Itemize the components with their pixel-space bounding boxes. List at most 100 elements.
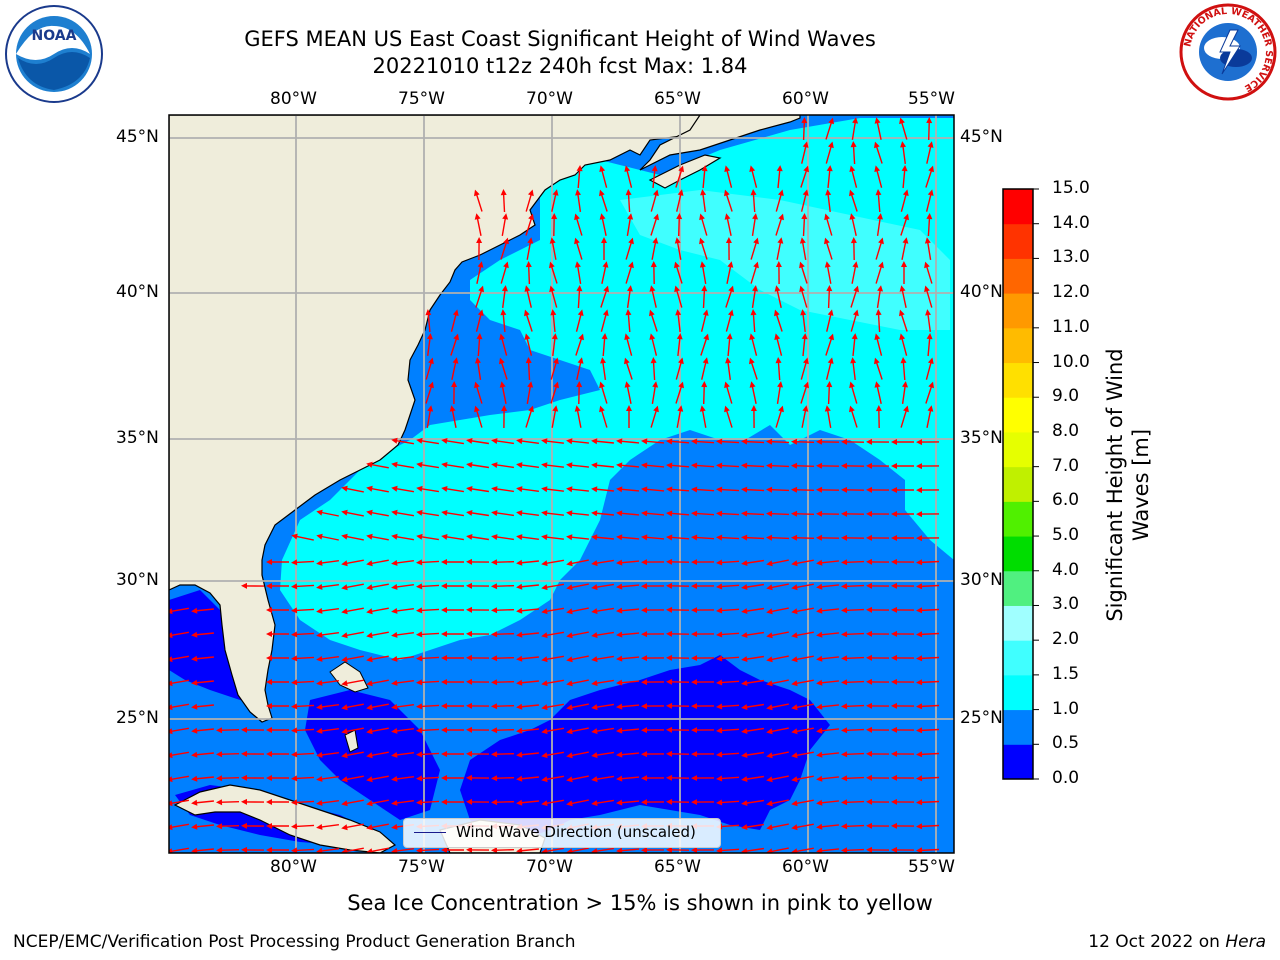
wave-direction-arrow <box>475 192 483 212</box>
wave-direction-arrow <box>843 848 865 852</box>
wave-direction-arrow <box>769 751 789 757</box>
wave-direction-arrow <box>500 264 508 284</box>
wave-direction-arrow <box>825 360 833 380</box>
wave-direction-arrow <box>593 751 615 757</box>
wave-direction-arrow <box>852 336 856 356</box>
wave-direction-arrow <box>718 584 740 588</box>
wave-direction-arrow <box>493 729 515 731</box>
wave-direction-arrow <box>569 703 589 709</box>
wave-direction-arrowhead <box>391 800 398 806</box>
wave-direction-arrowhead <box>641 510 648 517</box>
wave-direction-arrow <box>718 704 740 708</box>
wave-direction-arrowhead <box>841 799 848 806</box>
wave-direction-arrow <box>169 703 190 709</box>
wave-direction-arrowhead <box>916 679 923 686</box>
wave-direction-arrow <box>543 703 565 709</box>
wave-direction-arrowhead <box>616 727 623 734</box>
wave-direction-arrowhead <box>391 776 398 782</box>
wave-direction-arrowhead <box>491 607 498 614</box>
wave-direction-arrowhead <box>516 607 523 614</box>
wave-direction-arrow <box>344 631 364 637</box>
lat-tick-left: 25°N <box>116 708 159 728</box>
wave-direction-arrowhead <box>878 261 884 269</box>
wave-direction-arrowhead <box>341 509 348 516</box>
wave-direction-arrow <box>519 512 539 516</box>
wave-direction-arrowhead <box>391 533 398 540</box>
wave-direction-arrowhead <box>191 631 198 638</box>
wave-direction-arrow <box>703 383 705 405</box>
wave-direction-arrow <box>851 264 857 284</box>
wave-direction-arrowhead <box>925 309 931 316</box>
wave-direction-arrowhead <box>566 486 573 493</box>
wave-direction-arrowhead <box>216 799 223 806</box>
wave-direction-arrow <box>776 383 782 405</box>
colorbar-tick-label: 2.0 <box>1052 629 1080 650</box>
wave-direction-arrowhead <box>726 333 733 340</box>
wave-direction-arrowhead <box>516 510 523 517</box>
wave-direction-arrow <box>743 727 765 733</box>
colorbar <box>1002 188 1039 780</box>
wave-direction-arrow <box>775 312 783 332</box>
wave-direction-arrowhead <box>828 117 834 125</box>
wave-direction-arrow <box>768 488 790 492</box>
wave-direction-arrowhead <box>891 463 897 469</box>
wave-direction-arrow <box>676 240 682 260</box>
wave-direction-arrowhead <box>491 559 498 566</box>
wave-direction-arrowhead <box>741 728 748 734</box>
wave-direction-arrow <box>468 439 490 445</box>
wave-direction-arrow <box>369 751 389 757</box>
wave-direction-arrow <box>877 311 881 333</box>
wave-direction-arrowhead <box>366 656 373 663</box>
wave-direction-arrowhead <box>591 584 598 591</box>
wave-direction-arrowhead <box>777 381 783 388</box>
wave-direction-arrowhead <box>616 486 623 493</box>
wave-direction-arrow <box>450 312 458 332</box>
wave-direction-arrow <box>426 407 432 429</box>
wave-direction-arrowhead <box>516 462 523 469</box>
wave-direction-arrowhead <box>466 630 472 637</box>
wave-direction-arrowhead <box>266 655 272 661</box>
lon-tick-bottom: 55°W <box>908 857 955 877</box>
wave-direction-arrowhead <box>666 462 673 469</box>
wave-direction-arrowhead <box>791 848 798 853</box>
wave-direction-arrow <box>418 632 440 636</box>
wave-direction-arrow <box>344 535 364 541</box>
wave-direction-arrow <box>502 311 506 333</box>
wave-direction-arrowhead <box>191 703 198 710</box>
wave-direction-arrow <box>369 679 389 685</box>
wave-direction-arrow <box>293 560 315 564</box>
wave-direction-arrow <box>718 800 740 804</box>
wave-direction-arrowhead <box>591 776 598 783</box>
wave-direction-arrowhead <box>653 405 659 413</box>
wave-direction-arrowhead <box>566 752 573 759</box>
colorbar-bin <box>1003 640 1033 676</box>
colorbar-bin <box>1003 293 1033 329</box>
wave-direction-arrowhead <box>866 630 872 637</box>
wave-direction-arrowhead <box>241 846 247 853</box>
wave-direction-arrowhead <box>391 461 398 468</box>
wave-direction-arrowhead <box>766 608 773 615</box>
wave-direction-arrowhead <box>691 847 697 853</box>
wave-direction-arrow <box>794 799 814 805</box>
wave-direction-arrowhead <box>541 438 548 445</box>
wave-direction-arrow <box>369 559 389 565</box>
wave-direction-arrowhead <box>574 237 580 245</box>
wave-direction-arrowhead <box>341 728 348 735</box>
wave-direction-arrowhead <box>916 463 922 470</box>
wave-direction-arrowhead <box>701 285 708 292</box>
wave-direction-arrow <box>827 168 831 188</box>
wave-direction-arrow <box>218 849 240 851</box>
wave-direction-arrowhead <box>466 438 473 444</box>
wave-direction-arrow <box>750 240 758 260</box>
wave-direction-arrowhead <box>776 165 783 172</box>
wave-direction-arrow <box>394 848 414 852</box>
wave-direction-arrowhead <box>724 165 731 172</box>
wave-direction-arrowhead <box>599 405 605 413</box>
wave-height-region-1-1p5-south <box>290 540 450 640</box>
wave-direction-arrowhead <box>291 799 298 806</box>
sea-ice-note: Sea Ice Concentration > 15% is shown in … <box>347 891 933 915</box>
wave-direction-arrowhead <box>441 847 447 853</box>
wave-direction-arrow <box>600 312 608 332</box>
wave-direction-arrowhead <box>716 607 723 614</box>
wave-direction-arrow <box>918 656 940 660</box>
